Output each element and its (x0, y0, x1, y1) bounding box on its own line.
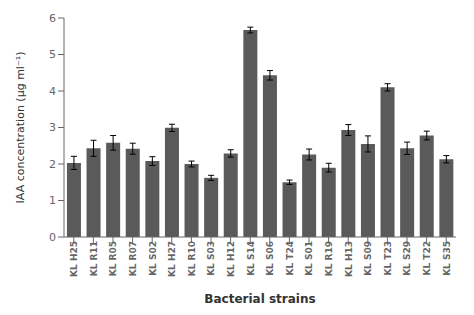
svg-text:Bacterial strains: Bacterial strains (204, 292, 315, 306)
svg-text:KL S06: KL S06 (265, 241, 275, 276)
svg-text:4: 4 (49, 85, 56, 98)
svg-text:KL S03: KL S03 (206, 241, 216, 276)
svg-text:KL S29: KL S29 (402, 241, 412, 276)
svg-text:IAA concentration (μg ml⁻¹): IAA concentration (μg ml⁻¹) (14, 52, 27, 204)
svg-text:KL R05: KL R05 (108, 241, 118, 276)
svg-text:KL H12: KL H12 (226, 241, 236, 277)
svg-text:1: 1 (49, 194, 56, 207)
svg-text:KL R11: KL R11 (89, 241, 99, 276)
svg-text:3: 3 (49, 121, 56, 134)
svg-text:KL T24: KL T24 (285, 241, 295, 276)
svg-text:KL S02: KL S02 (148, 241, 158, 276)
svg-text:6: 6 (49, 12, 56, 25)
svg-text:0: 0 (49, 231, 56, 244)
svg-text:2: 2 (49, 158, 56, 171)
svg-text:KL S14: KL S14 (246, 241, 256, 276)
svg-text:KL S09: KL S09 (363, 241, 373, 276)
svg-text:KL T22: KL T22 (422, 241, 432, 276)
svg-text:5: 5 (49, 48, 56, 61)
svg-text:KL S01: KL S01 (304, 241, 314, 276)
svg-text:KL T23: KL T23 (383, 241, 393, 276)
svg-text:KL H13: KL H13 (344, 241, 354, 277)
svg-text:KL S35: KL S35 (442, 241, 452, 276)
svg-text:KL H25: KL H25 (69, 241, 79, 277)
svg-text:KL R07: KL R07 (128, 241, 138, 276)
svg-text:KL H27: KL H27 (167, 241, 177, 277)
svg-text:KL R19: KL R19 (324, 241, 334, 276)
svg-text:KL R10: KL R10 (187, 241, 197, 276)
